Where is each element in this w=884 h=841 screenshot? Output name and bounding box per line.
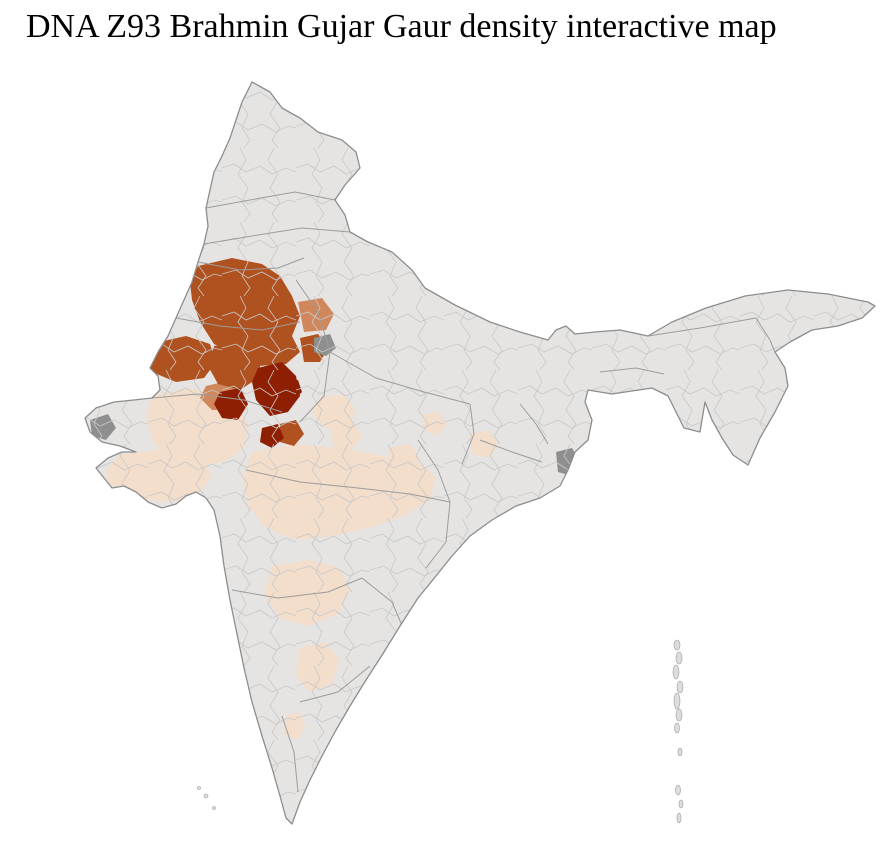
lakshadweep-islands[interactable] [197,786,216,810]
india-outline [84,81,876,825]
page-title: DNA Z93 Brahmin Gujar Gaur density inter… [26,8,777,45]
district-boundaries-overlay [85,82,875,824]
andaman-nicobar-islands[interactable] [672,639,684,824]
state-boundaries [151,191,776,793]
